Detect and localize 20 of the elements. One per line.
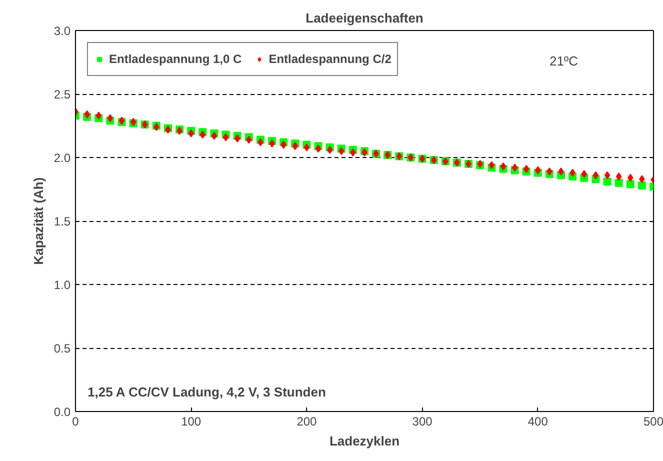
y-tick-label: 2.0	[54, 151, 71, 165]
x-axis-title: Ladezyklen	[329, 434, 400, 448]
x-tick-label: 100	[181, 414, 202, 428]
x-tick-label: 300	[412, 414, 433, 428]
x-tick-label: 400	[528, 414, 548, 428]
x-tick-label: 200	[296, 414, 318, 428]
legend-label: Entladespannung C/2	[268, 52, 392, 66]
x-tick-label: 500	[643, 414, 663, 428]
y-tick-label: 3.0	[54, 24, 71, 38]
legend-label: Entladespannung 1,0 C	[109, 52, 242, 66]
y-axis-title: Kapazität (Ah)	[30, 177, 46, 265]
chart-title: Ladeeigenschaften	[306, 10, 424, 26]
x-tick-label: 0	[72, 414, 80, 428]
annotation: 21ºC	[549, 54, 578, 69]
y-tick-label: 1.5	[54, 214, 71, 228]
y-tick-label: 2.5	[54, 88, 71, 102]
annotation: 1,25 A CC/CV Ladung, 4,2 V, 3 Stunden	[88, 384, 326, 400]
y-tick-label: 0.5	[54, 342, 71, 356]
y-tick-label: 1.0	[54, 278, 71, 292]
y-tick-label: 0.0	[54, 405, 71, 419]
